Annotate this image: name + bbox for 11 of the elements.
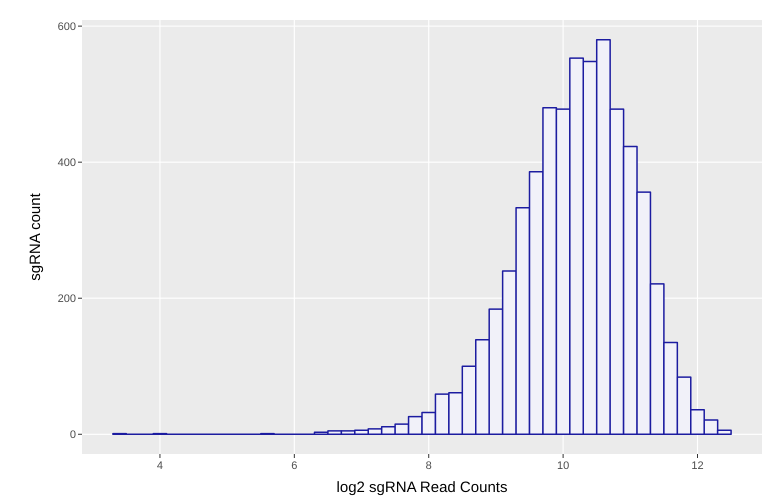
y-tick-label: 400 bbox=[58, 157, 76, 170]
y-axis-title: sgRNA count bbox=[27, 192, 44, 281]
x-tick-label: 10 bbox=[556, 460, 570, 472]
x-tick-label: 6 bbox=[291, 460, 298, 472]
y-tick-label: 200 bbox=[58, 293, 76, 306]
y-tick-label: 0 bbox=[70, 429, 76, 442]
y-tick-label: 600 bbox=[58, 20, 76, 33]
x-tick-label: 8 bbox=[426, 460, 432, 472]
x-axis-title: log2 sgRNA Read Counts bbox=[336, 479, 508, 496]
x-tick-label: 4 bbox=[156, 460, 164, 472]
x-tick-label: 12 bbox=[691, 460, 704, 472]
